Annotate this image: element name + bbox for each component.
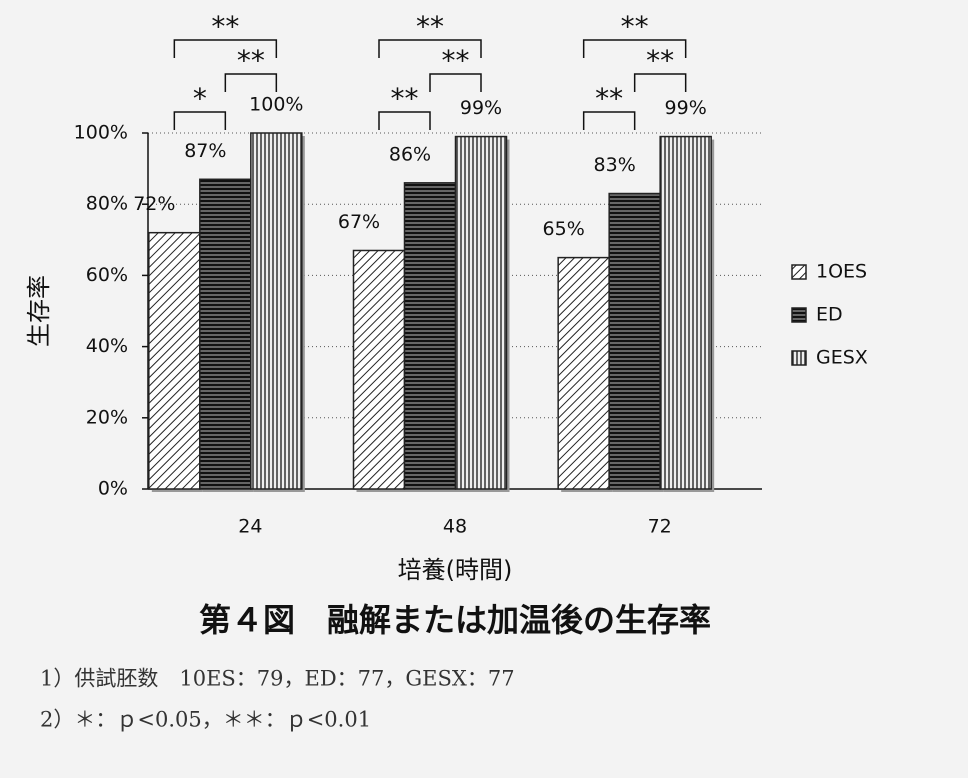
significance-bracket <box>224 73 278 92</box>
value-label: 72% <box>133 193 175 215</box>
y-tick-label: 0% <box>98 478 128 500</box>
significance-bracket <box>582 111 636 130</box>
significance-label: ** <box>646 44 674 77</box>
significance-label: ** <box>211 10 239 43</box>
bar <box>659 135 712 490</box>
y-tick-label: 40% <box>86 335 128 357</box>
y-tick-label: 100% <box>74 122 128 144</box>
significance-bracket <box>378 39 482 58</box>
significance-bracket <box>633 73 687 92</box>
legend-swatch <box>791 307 807 323</box>
legend-label: ED <box>816 304 843 326</box>
y-tick-label: 60% <box>86 264 128 286</box>
bar <box>250 132 303 490</box>
bar <box>199 178 252 490</box>
bar <box>148 231 201 490</box>
y-tick-label: 80% <box>86 193 128 215</box>
significance-label: ** <box>442 44 470 77</box>
value-label: 65% <box>543 218 585 240</box>
legend-label: 1OES <box>816 261 867 283</box>
bar <box>608 192 661 490</box>
significance-bracket <box>173 39 278 58</box>
significance-label: * <box>193 82 207 115</box>
bar <box>454 135 508 490</box>
significance-bracket <box>582 39 687 58</box>
note: 2）＊：ｐ<0.05，＊＊：ｐ<0.01 <box>40 708 371 732</box>
legend-swatch <box>791 264 807 280</box>
legend-label: GESX <box>816 347 868 369</box>
significance-label: ** <box>621 10 649 43</box>
significance-label: ** <box>391 82 419 115</box>
value-label: 87% <box>184 140 226 162</box>
significance-bracket <box>429 73 482 92</box>
x-tick-label: 24 <box>238 516 262 538</box>
legend-swatch <box>791 350 807 366</box>
note: 1）供試胚数 10ES：79，ED：77，GESX：77 <box>40 667 515 691</box>
value-label: 99% <box>460 97 502 119</box>
value-label: 67% <box>338 211 380 233</box>
value-label: 83% <box>594 154 636 176</box>
y-axis-label: 生存率 <box>25 275 53 347</box>
significance-label: ** <box>416 10 444 43</box>
value-label: 100% <box>249 94 303 116</box>
chart-title: 第４図 融解または加温後の生存率 <box>199 601 711 639</box>
significance-label: ** <box>237 44 265 77</box>
value-label: 99% <box>665 97 707 119</box>
bar <box>403 182 457 490</box>
x-tick-label: 72 <box>648 516 672 538</box>
x-axis-label: 培養(時間) <box>398 556 513 584</box>
bar <box>557 256 610 490</box>
significance-bracket <box>173 111 227 130</box>
bar <box>352 249 406 490</box>
significance-bracket <box>378 111 431 130</box>
significance-label: ** <box>595 82 623 115</box>
x-tick-label: 48 <box>443 516 467 538</box>
y-tick-label: 20% <box>86 406 128 428</box>
value-label: 86% <box>389 143 431 165</box>
